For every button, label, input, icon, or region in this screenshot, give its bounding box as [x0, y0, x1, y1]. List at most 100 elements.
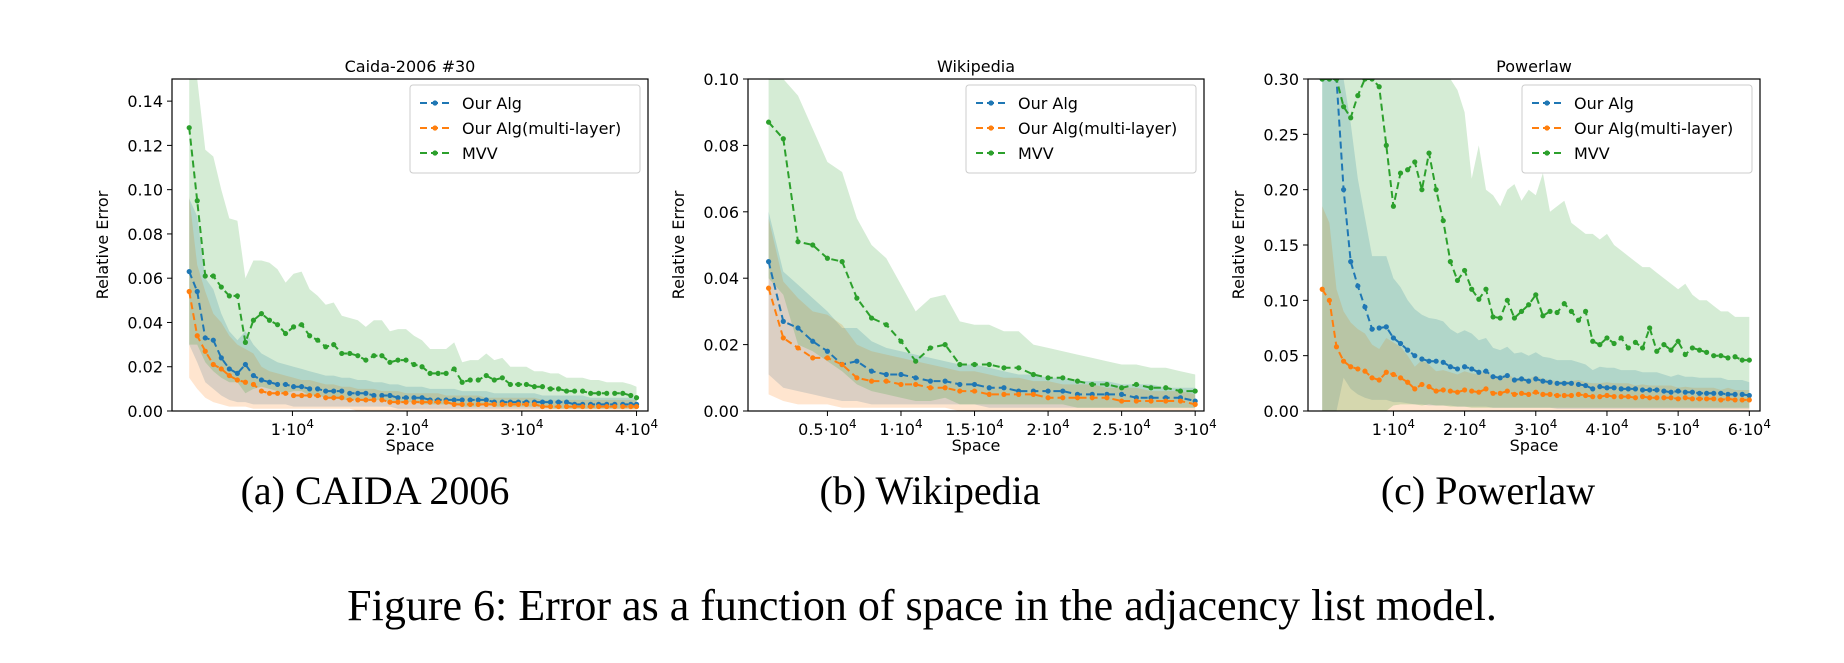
point-mvv: [403, 357, 409, 363]
y-tick-label: 0.00: [1263, 402, 1299, 421]
band-multi_layer: [1322, 206, 1750, 411]
point-our_alg: [387, 392, 393, 399]
point-our_alg: [1497, 375, 1503, 381]
point-mvv: [883, 322, 889, 328]
point-mvv: [571, 388, 578, 394]
point-our_alg: [290, 384, 297, 390]
point-mvv: [604, 390, 610, 396]
x-tick-label: 6·104: [1728, 417, 1771, 439]
point-mvv: [531, 384, 538, 390]
point-multi_layer: [571, 403, 578, 410]
point-mvv: [1625, 345, 1631, 351]
point-multi_layer: [379, 397, 385, 403]
point-our_alg: [250, 372, 257, 379]
legend-label-mvv: MVV: [462, 144, 498, 163]
point-mvv: [612, 390, 618, 396]
point-mvv: [427, 370, 433, 376]
point-mvv: [234, 293, 240, 299]
band-multi_layer: [768, 218, 1196, 411]
point-multi_layer: [1739, 397, 1745, 403]
point-multi_layer: [1625, 394, 1631, 400]
point-mvv: [942, 342, 948, 348]
point-our_alg: [258, 377, 265, 383]
legend-label-mvv: MVV: [1574, 144, 1610, 163]
x-tick-label: 5·104: [1657, 417, 1700, 439]
point-mvv: [620, 390, 626, 396]
y-tick-label: 0.06: [703, 203, 739, 222]
point-our_alg: [299, 384, 305, 390]
point-multi_layer: [1476, 389, 1482, 395]
y-tick-label: 0.04: [127, 313, 163, 332]
point-multi_layer: [810, 355, 816, 361]
point-mvv: [839, 259, 845, 265]
point-mvv: [1518, 308, 1525, 314]
point-our_alg: [986, 385, 992, 391]
point-mvv: [1104, 381, 1110, 388]
x-tick-label: 4·104: [615, 417, 658, 439]
point-our_alg: [1632, 386, 1639, 392]
point-mvv: [523, 381, 530, 388]
point-mvv: [1340, 104, 1347, 110]
point-multi_layer: [507, 401, 513, 407]
point-multi_layer: [1340, 358, 1347, 364]
y-tick-label: 0.25: [1263, 125, 1299, 144]
point-multi_layer: [539, 403, 546, 410]
point-mvv: [555, 386, 562, 392]
point-multi_layer: [1419, 381, 1425, 388]
point-mvv: [1326, 79, 1332, 82]
point-multi_layer: [1704, 396, 1710, 402]
point-our_alg: [898, 371, 904, 378]
point-multi_layer: [1526, 391, 1532, 397]
point-our_alg: [765, 259, 772, 265]
point-our_alg: [1461, 364, 1468, 370]
point-our_alg: [547, 399, 554, 405]
point-multi_layer: [194, 333, 200, 339]
x-tick-label: 2·104: [1443, 417, 1486, 439]
point-mvv: [1412, 159, 1418, 165]
x-tick-label: 3·104: [1514, 417, 1557, 439]
point-mvv: [1561, 301, 1567, 307]
point-multi_layer: [1163, 398, 1169, 404]
point-multi_layer: [491, 401, 497, 407]
point-our_alg: [1661, 388, 1667, 394]
point-multi_layer: [913, 381, 919, 388]
x-axis-label: Space: [952, 436, 1001, 455]
band-our_alg: [189, 198, 637, 409]
legend-marker-our_alg: [1544, 100, 1550, 106]
point-mvv: [467, 377, 473, 383]
point-mvv: [1319, 79, 1325, 82]
point-mvv: [1490, 314, 1496, 320]
point-our_alg: [1568, 380, 1574, 386]
legend: Our Alg Our Alg(multi-layer) MVV: [1521, 84, 1753, 174]
point-multi_layer: [347, 397, 353, 403]
point-multi_layer: [633, 403, 640, 410]
point-our_alg: [883, 371, 889, 378]
legend-label-our_alg: Our Alg: [462, 94, 522, 113]
band-our_alg: [1322, 79, 1750, 411]
point-our_alg: [1447, 364, 1453, 370]
point-mvv: [218, 284, 224, 290]
point-multi_layer: [1597, 394, 1603, 400]
x-tick-label: 0.5·104: [798, 417, 857, 439]
subfigure-caption: (b) Wikipedia: [820, 468, 1041, 513]
point-our_alg: [539, 399, 546, 405]
point-mvv: [1675, 338, 1681, 344]
point-mvv: [1526, 302, 1532, 308]
point-multi_layer: [854, 375, 860, 381]
y-tick-label: 0.15: [1263, 236, 1299, 255]
point-our_alg: [1725, 391, 1731, 397]
y-tick-label: 0.06: [127, 269, 163, 288]
point-mvv: [282, 330, 289, 337]
point-our_alg: [483, 397, 489, 403]
x-tick-label: 1·104: [271, 417, 314, 439]
y-tick-label: 0.20: [1263, 181, 1299, 200]
point-multi_layer: [1618, 394, 1624, 400]
point-multi_layer: [315, 392, 321, 399]
point-multi_layer: [986, 391, 992, 397]
point-multi_layer: [1469, 388, 1475, 394]
axes-frame: [747, 78, 1205, 412]
point-multi_layer: [323, 395, 329, 401]
point-mvv: [1654, 348, 1660, 354]
point-mvv: [1668, 347, 1674, 353]
point-multi_layer: [1654, 395, 1660, 401]
